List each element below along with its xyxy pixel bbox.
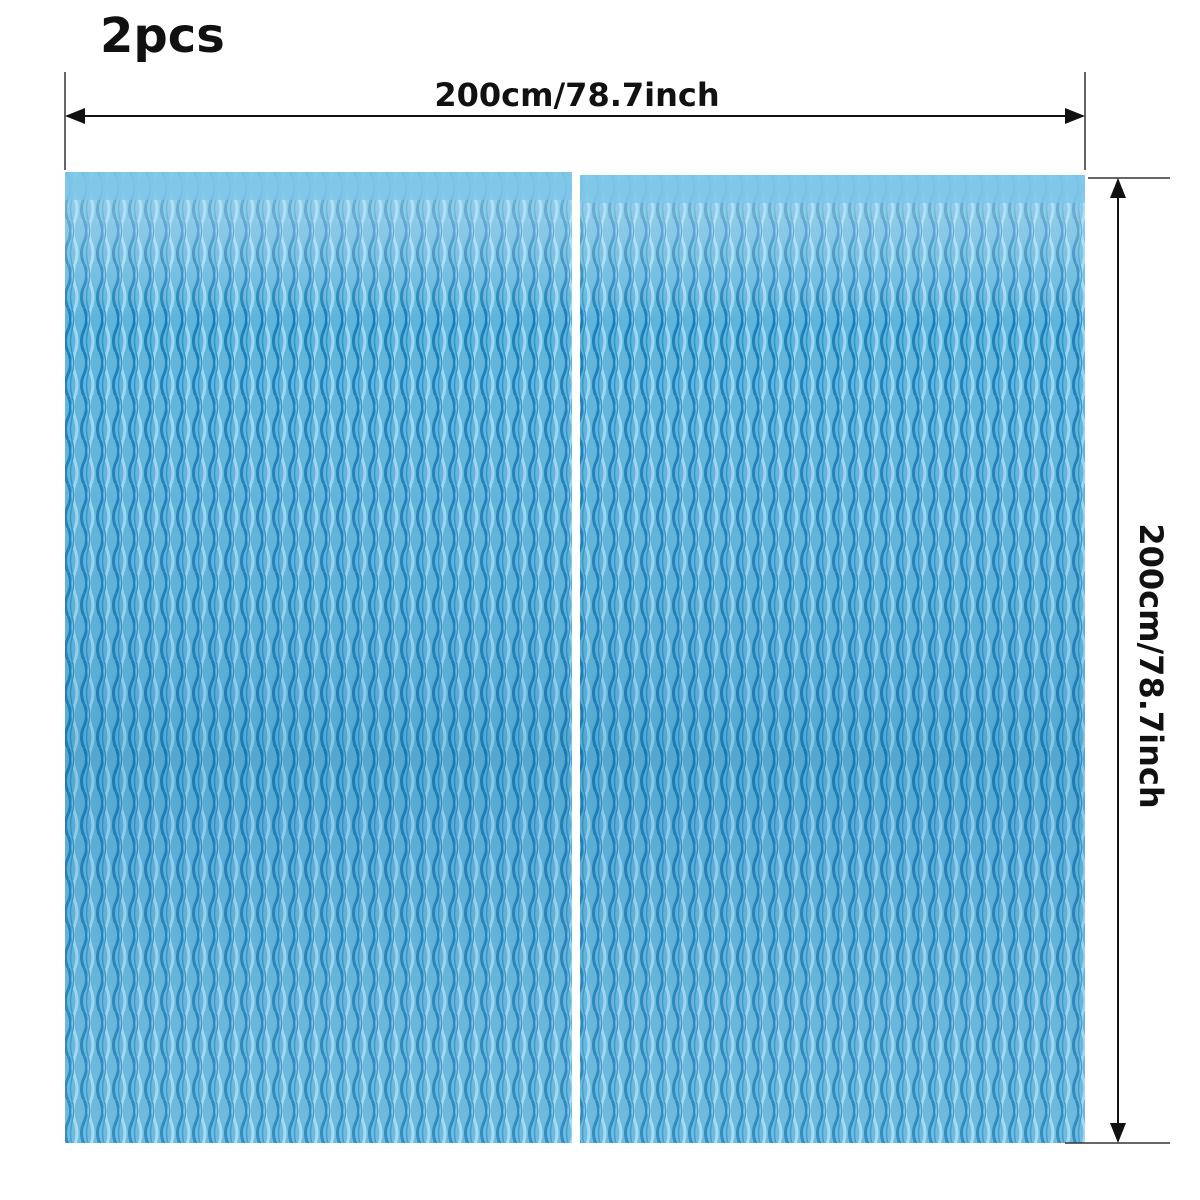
quantity-label: 2pcs — [100, 8, 225, 64]
height-label: 200cm/78.7inch — [1132, 523, 1170, 808]
curtain-shade — [65, 172, 572, 1143]
curtain-shade — [580, 175, 1085, 1143]
curtain-top — [580, 175, 1085, 203]
width-label: 200cm/78.7inch — [434, 76, 719, 114]
curtain — [580, 175, 1085, 1143]
curtain — [65, 172, 572, 1143]
curtain-top — [65, 172, 572, 200]
